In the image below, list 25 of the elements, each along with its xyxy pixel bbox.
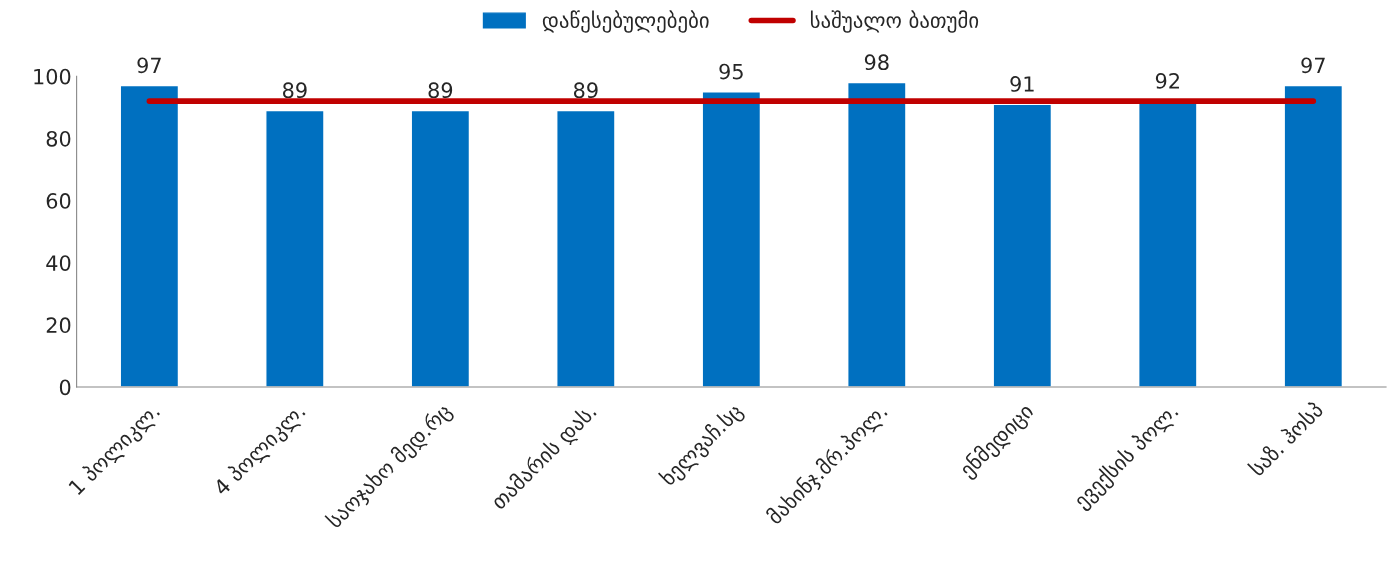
bar — [1283, 84, 1344, 388]
data-label: 91 — [1010, 76, 1034, 92]
data-label: 89 — [283, 82, 307, 99]
y-tick-label: 100 — [34, 68, 71, 85]
y-tick-label: 0 — [59, 379, 71, 396]
bar — [992, 103, 1053, 388]
data-label: 89 — [573, 82, 598, 99]
data-label: 97 — [1301, 57, 1325, 74]
y-tick-label: 80 — [46, 130, 71, 147]
bar — [701, 91, 762, 388]
y-tick-label: 20 — [46, 317, 71, 334]
legend-label: დაწესებულებები — [542, 10, 709, 33]
bar — [556, 109, 616, 388]
bar — [265, 109, 325, 388]
data-label: 92 — [1155, 73, 1179, 89]
data-label: 95 — [719, 63, 743, 80]
bar — [847, 81, 907, 388]
bar — [119, 84, 180, 388]
data-label: 98 — [864, 54, 889, 71]
data-label: 89 — [428, 82, 453, 99]
data-label: 97 — [137, 57, 161, 74]
y-tick-label: 40 — [46, 255, 71, 271]
legend-label: საშუალო ბათუმი — [810, 10, 979, 33]
y-tick-label: 60 — [46, 193, 71, 209]
bar — [410, 109, 471, 388]
